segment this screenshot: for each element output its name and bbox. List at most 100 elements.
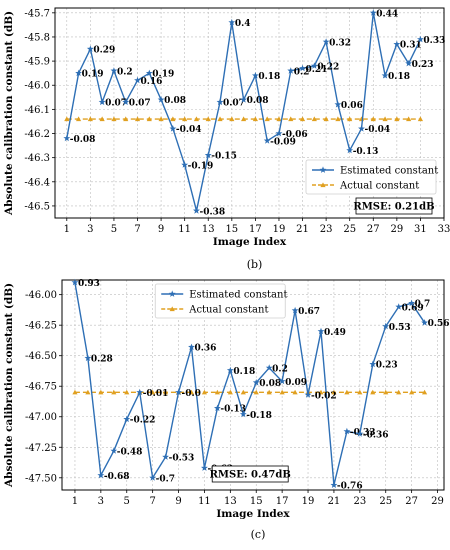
estimated-constant-point: [86, 45, 94, 52]
data-label: 0.56: [428, 319, 450, 329]
x-axis-label: Image Index: [213, 236, 287, 248]
estimated-constant-point: [356, 430, 364, 437]
actual-constant-point: [370, 116, 376, 122]
estimated-constant-point: [278, 377, 286, 385]
data-label: -0.09: [270, 137, 296, 147]
data-label: -0.7: [156, 474, 175, 484]
actual-constant-point: [217, 116, 223, 122]
estimated-constant-point: [169, 125, 177, 132]
y-axis-label: Absolute calibration constant (dB): [3, 11, 15, 216]
data-label: 0.69: [402, 303, 424, 313]
actual-constant-point: [98, 389, 104, 395]
x-tick-label: 3: [87, 224, 93, 235]
estimated-constant-point: [110, 67, 118, 74]
actual-constant-point: [292, 389, 298, 395]
data-label: -0.48: [117, 447, 143, 457]
estimated-constant-point: [310, 62, 318, 69]
x-tick-label: 25: [379, 496, 392, 507]
legend-label-estimated: Estimated constant: [340, 166, 438, 177]
estimated-constant-point: [369, 360, 377, 368]
data-label: 0.19: [152, 70, 174, 80]
data-label: -0.38: [199, 207, 225, 217]
x-tick-label: 11: [178, 224, 191, 235]
x-tick-label: 1: [64, 224, 70, 235]
y-tick-label: -46.5: [24, 201, 50, 212]
data-label: -0.18: [246, 411, 272, 421]
actual-constant-point: [150, 389, 156, 395]
actual-constant-point: [396, 389, 402, 395]
data-label: 0.18: [233, 367, 255, 377]
actual-constant-point: [409, 389, 415, 395]
estimated-constant-point: [299, 64, 306, 72]
y-tick-label: -45.7: [24, 8, 50, 19]
y-tick-label: -45.9: [24, 57, 50, 68]
data-label: 0.08: [259, 379, 281, 389]
actual-constant-point: [406, 116, 412, 122]
estimated-constant-point: [421, 319, 428, 326]
actual-constant-point: [75, 116, 82, 122]
y-tick-label: -46.0: [24, 81, 50, 92]
estimated-constant-point: [181, 161, 189, 168]
actual-constant-point: [421, 389, 428, 395]
estimated-constant-point: [84, 354, 92, 362]
data-label: 0.4: [235, 19, 251, 29]
actual-constant-point: [318, 389, 324, 395]
legend-label-actual: Actual constant: [188, 305, 268, 316]
estimated-constant-point: [393, 40, 401, 48]
x-tick-label: 33: [438, 224, 450, 235]
data-label: 0.18: [258, 72, 280, 82]
panel-label: (c): [251, 528, 266, 541]
chart-panel-b: 1 3 5 7 9 11 13 15 17 19 21 23 25 27 29 31 33-45.7-45.8-…: [3, 7, 450, 271]
data-label: 0.16: [141, 77, 163, 87]
x-tick-label: 15: [250, 496, 263, 507]
actual-constant-point: [264, 116, 270, 122]
actual-constant-point: [124, 389, 130, 395]
data-label: -0.36: [363, 430, 389, 440]
rmse-box: [355, 197, 433, 215]
actual-constant-point: [383, 389, 389, 395]
actual-constant-point: [158, 116, 164, 122]
estimated-constant-point: [162, 453, 169, 460]
y-tick-label: -46.1: [24, 105, 50, 116]
actual-constant-point: [134, 116, 141, 122]
rmse-box: [211, 465, 289, 483]
actual-constant-point: [331, 389, 337, 395]
estimated-constant-point: [110, 447, 118, 454]
estimated-constant-point: [122, 98, 130, 106]
actual-constant-point: [170, 116, 176, 122]
data-label: -0.08: [70, 135, 96, 145]
estimated-constant-point: [204, 151, 212, 159]
actual-constant-point: [344, 389, 350, 395]
data-label: 0.93: [78, 279, 100, 289]
estimated-constant-point: [358, 125, 365, 132]
data-label: 0.08: [247, 96, 269, 106]
y-tick-label: -46.2: [24, 129, 50, 140]
data-label: 0.06: [341, 101, 363, 111]
x-tick-label: 11: [198, 496, 211, 507]
actual-constant-point: [241, 116, 247, 122]
x-tick-label: 13: [224, 496, 237, 507]
x-tick-label: 9: [158, 224, 164, 235]
legend-marker-estimated: [319, 166, 327, 173]
legend-marker-actual: [320, 182, 326, 188]
data-label: 0.7: [415, 300, 431, 310]
data-label: 0.33: [423, 36, 445, 46]
x-tick-label: 17: [249, 224, 262, 235]
estimated-constant-point: [275, 129, 283, 137]
estimated-constant-point: [322, 38, 330, 45]
rmse-text: RMSE: 0.21dB: [353, 202, 434, 213]
legend-box: [154, 283, 286, 319]
x-axis-label: Image Index: [216, 508, 290, 520]
estimated-constant-point: [98, 98, 106, 106]
estimated-constant-point: [317, 327, 325, 335]
data-label: -0.04: [176, 125, 202, 135]
estimated-constant-point: [369, 9, 377, 16]
estimated-constant-point: [265, 364, 273, 371]
estimated-constant-point: [334, 101, 342, 108]
rmse-text: RMSE: 0.47dB: [210, 470, 291, 481]
y-tick-label: -45.8: [24, 32, 50, 43]
estimated-constant-point: [291, 306, 299, 314]
data-label: 0.32: [329, 38, 351, 48]
x-tick-label: 1: [72, 496, 78, 507]
